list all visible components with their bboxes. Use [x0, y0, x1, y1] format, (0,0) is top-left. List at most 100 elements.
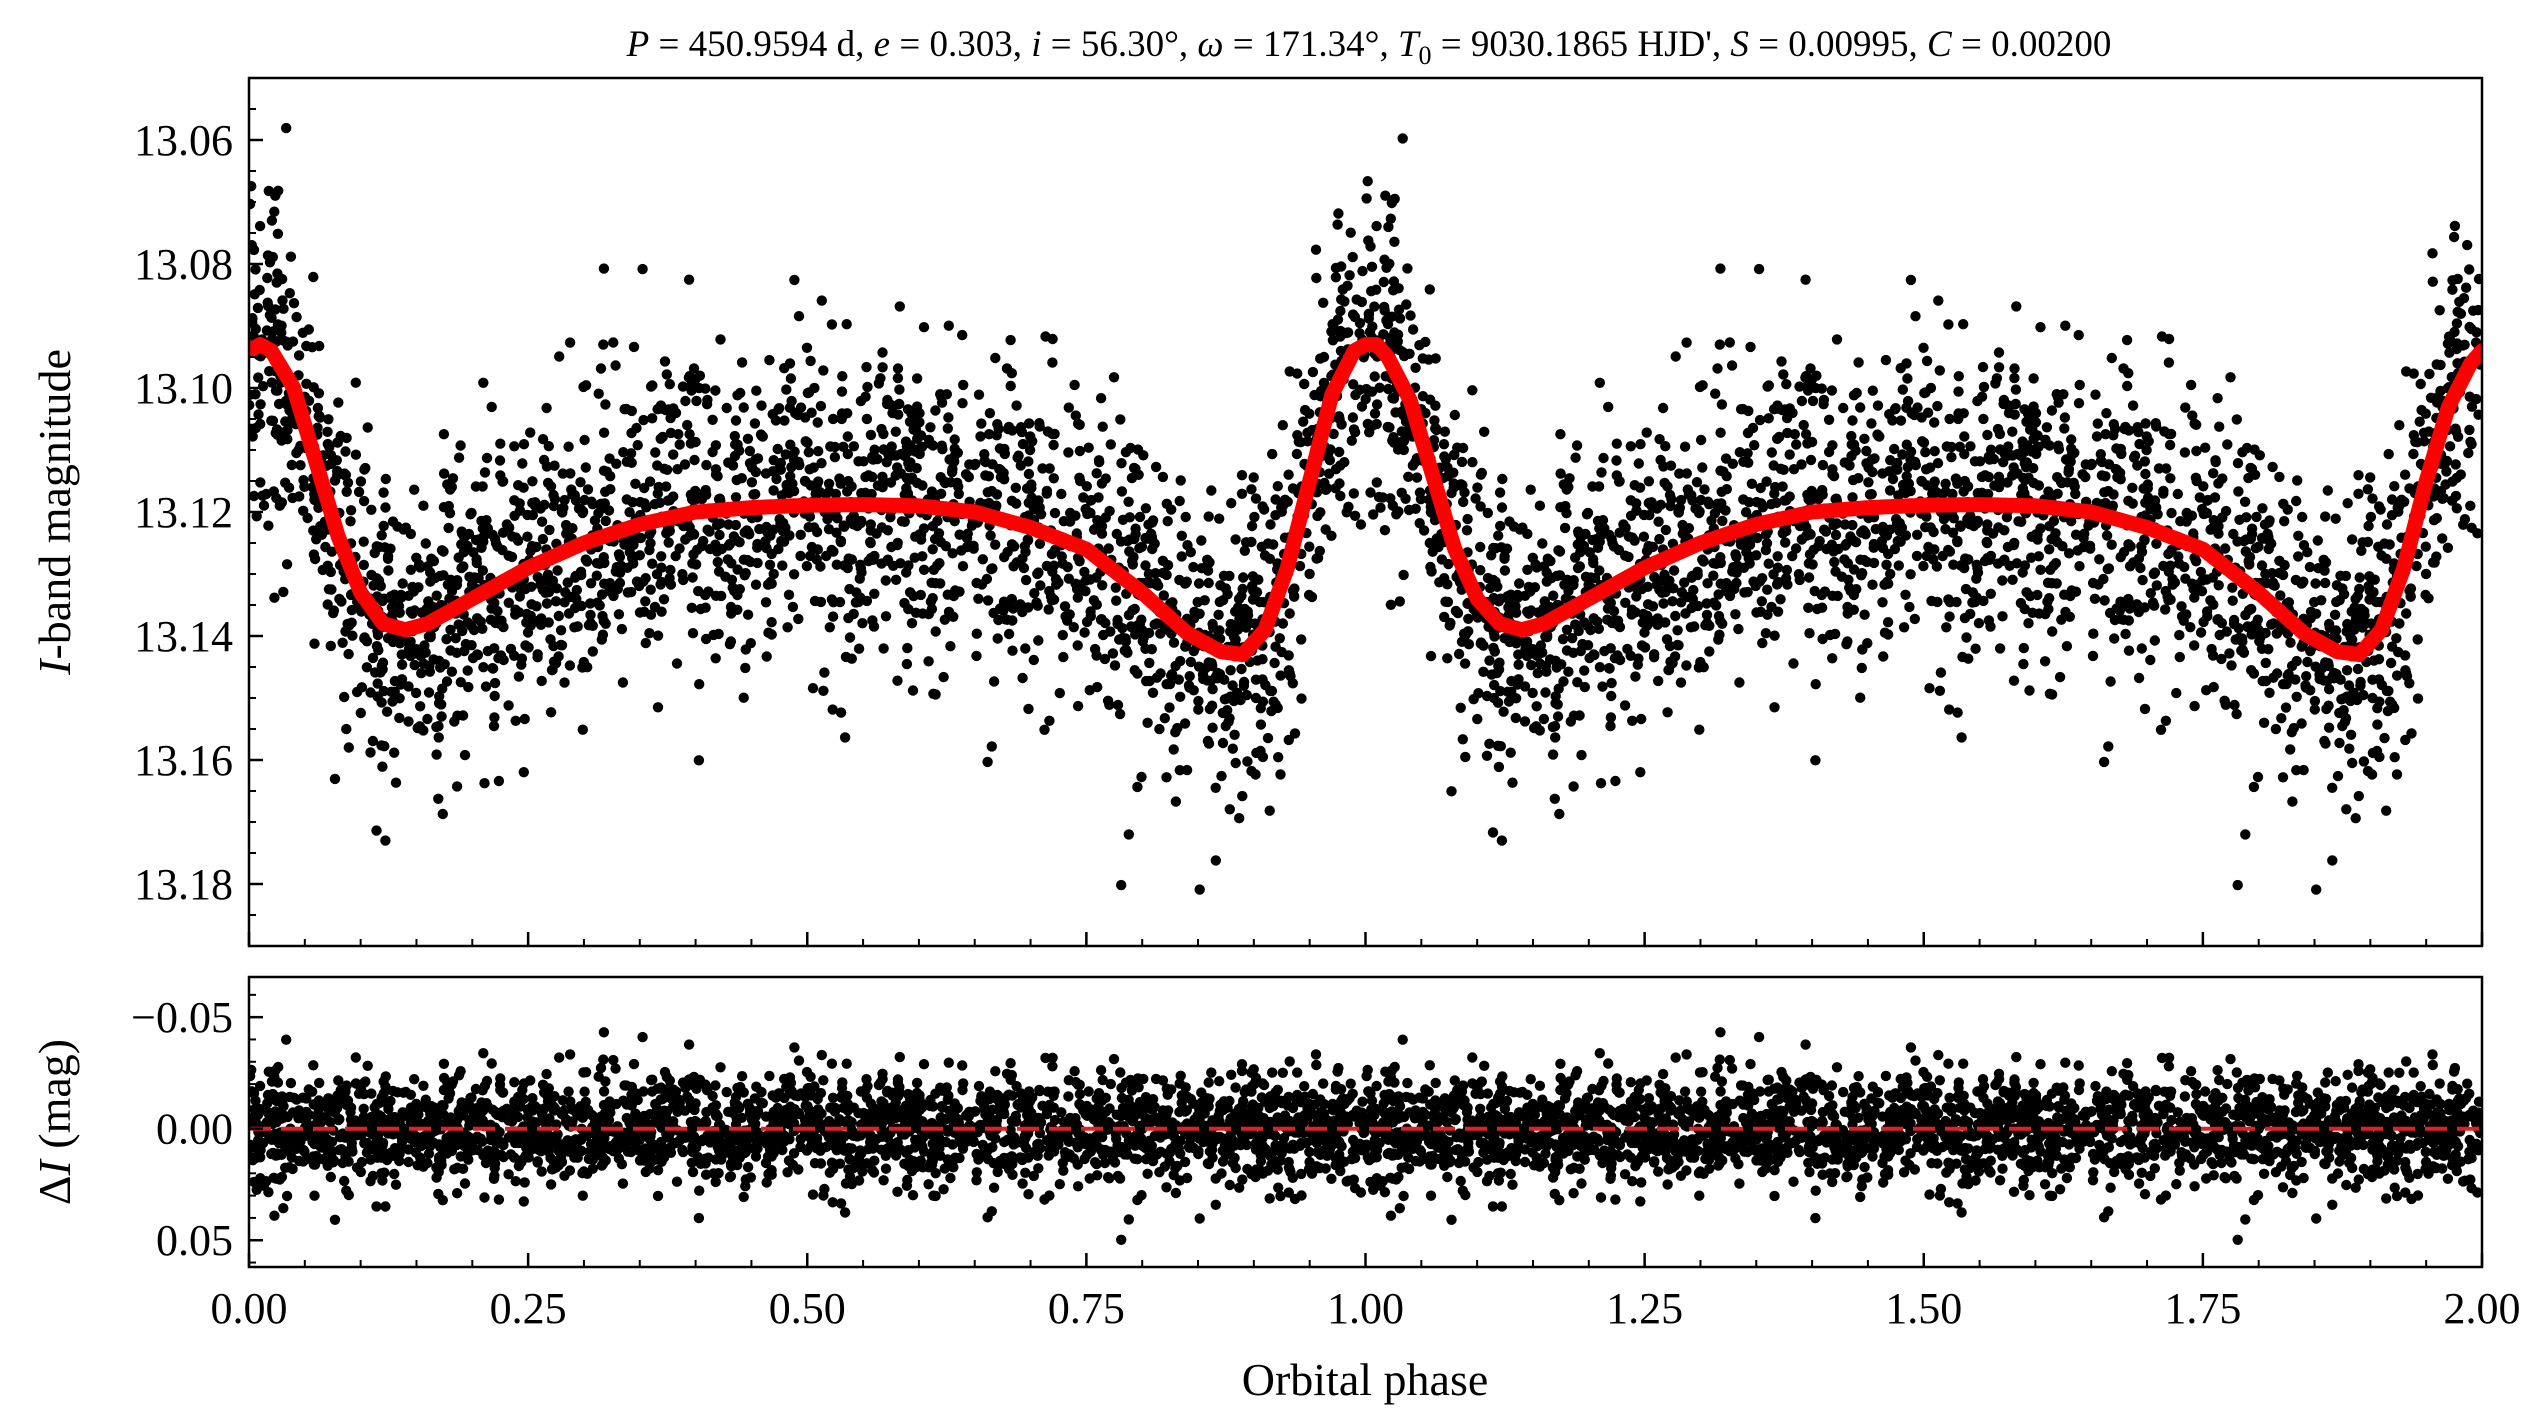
data-point — [1461, 525, 1473, 536]
data-point — [1238, 572, 1249, 583]
data-point — [1008, 603, 1019, 614]
data-point — [1772, 403, 1783, 414]
data-point — [925, 422, 936, 433]
data-point — [1848, 439, 1860, 450]
data-point — [479, 467, 491, 478]
data-point — [1045, 591, 1057, 602]
data-point — [554, 351, 565, 362]
data-point — [943, 320, 954, 331]
data-point — [1642, 599, 1654, 610]
data-point — [1463, 613, 1474, 624]
data-point — [358, 536, 369, 547]
data-point — [1756, 596, 1768, 607]
data-point — [2267, 461, 2278, 473]
data-point — [1679, 577, 1690, 588]
data-point — [1277, 420, 1289, 431]
data-point — [1863, 477, 1874, 488]
data-point — [885, 512, 896, 523]
data-point — [692, 493, 703, 504]
data-point — [1382, 421, 1394, 433]
data-point — [2365, 511, 2377, 523]
data-point — [1935, 667, 1947, 678]
data-point — [1687, 495, 1698, 506]
data-point — [2428, 491, 2439, 502]
data-point — [1734, 677, 1745, 688]
data-point — [2105, 676, 2116, 687]
top-y-tick-label: 13.14 — [134, 612, 233, 661]
data-point — [593, 388, 604, 399]
data-point — [1250, 769, 1261, 780]
data-point — [883, 448, 894, 460]
data-point — [525, 545, 536, 557]
data-point — [2300, 682, 2312, 693]
data-point — [2046, 533, 2057, 545]
data-point — [1666, 494, 1677, 505]
data-point — [784, 402, 796, 413]
data-point — [1315, 353, 1326, 364]
data-point — [1512, 592, 1524, 603]
data-point — [1867, 579, 1878, 590]
data-point — [2381, 805, 2392, 816]
data-point — [1074, 445, 1086, 457]
data-point — [2305, 645, 2316, 657]
data-point — [902, 642, 913, 654]
data-point — [1117, 632, 1128, 644]
data-point — [1385, 213, 1397, 224]
data-point — [1909, 409, 1920, 421]
data-point — [775, 518, 786, 529]
data-point — [1842, 636, 1853, 647]
data-point — [408, 586, 419, 597]
data-point — [730, 415, 742, 426]
data-point — [2420, 408, 2431, 419]
data-point — [1227, 743, 1239, 754]
data-point — [2343, 680, 2355, 691]
data-point — [1579, 617, 1590, 628]
data-point — [1639, 627, 1650, 638]
data-point — [1547, 749, 1559, 760]
data-point — [1867, 466, 1878, 478]
data-point — [1070, 410, 1082, 421]
data-point — [1072, 700, 1084, 712]
data-point — [1247, 594, 1259, 605]
data-point — [438, 546, 449, 557]
data-point — [853, 456, 864, 467]
data-point — [1909, 613, 1921, 625]
data-point — [1207, 660, 1218, 672]
data-point — [2057, 541, 2068, 552]
data-point — [1224, 570, 1235, 582]
data-point — [947, 463, 958, 475]
data-point — [488, 720, 500, 732]
data-point — [451, 781, 463, 792]
data-point — [610, 360, 621, 371]
data-point — [2241, 512, 2252, 523]
data-point — [649, 601, 661, 613]
data-point — [917, 608, 928, 619]
data-point — [608, 337, 619, 348]
data-point — [710, 653, 721, 664]
data-point — [1365, 487, 1376, 498]
data-point — [371, 825, 382, 836]
data-point — [1610, 775, 1621, 787]
data-point — [489, 690, 500, 702]
data-point — [1701, 609, 1713, 621]
data-point — [2200, 442, 2211, 453]
data-point — [1274, 633, 1286, 644]
data-point — [861, 413, 873, 425]
data-point — [2263, 543, 2274, 555]
data-point — [2044, 544, 2055, 555]
data-point — [1136, 771, 1147, 783]
data-point — [1398, 569, 1409, 581]
data-point — [1342, 280, 1353, 291]
data-point — [367, 735, 379, 747]
data-point — [1856, 527, 1867, 538]
data-point — [2251, 619, 2262, 630]
data-point — [2102, 563, 2113, 575]
data-point — [939, 614, 950, 625]
data-point — [1965, 441, 1976, 452]
data-point — [729, 450, 741, 462]
data-point — [1448, 449, 1460, 461]
data-point — [1558, 676, 1569, 687]
data-point — [1363, 308, 1375, 319]
data-point — [1112, 618, 1123, 630]
data-point — [497, 476, 509, 487]
